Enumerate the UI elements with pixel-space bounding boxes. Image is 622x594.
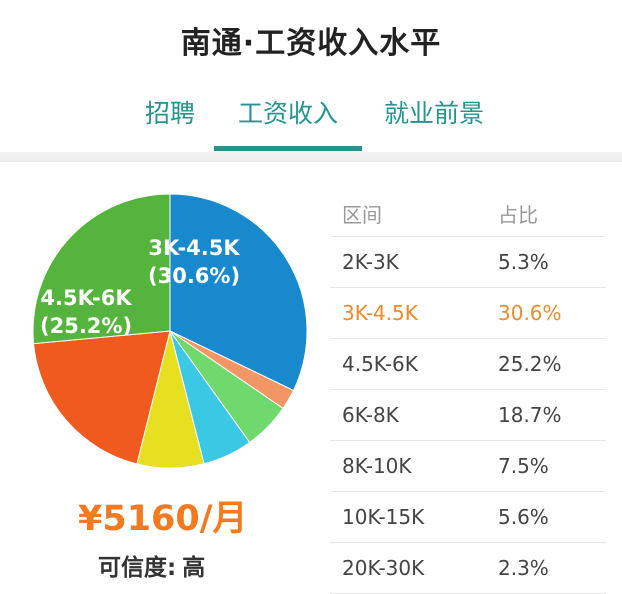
row-share: 25.2% — [498, 352, 562, 376]
tab-employment-prospects[interactable]: 就业前景 — [383, 99, 484, 128]
tab-bar: 招聘 工资收入 就业前景 — [0, 90, 622, 152]
row-range: 2K-3K — [342, 250, 399, 274]
row-range: 6K-8K — [342, 403, 399, 427]
column-header-share: 占比 — [498, 203, 538, 227]
pie-slice-4.5k-6k — [32, 193, 171, 345]
pie-chart-svg — [32, 193, 308, 469]
tab-recruitment[interactable]: 招聘 — [144, 99, 195, 128]
column-header-range: 区间 — [342, 203, 382, 227]
row-share: 5.6% — [498, 505, 549, 529]
page-title: 南通·工资收入水平 — [180, 26, 442, 61]
row-share: 5.3% — [498, 250, 549, 274]
table-row: 20K-30K 2.3% — [330, 543, 606, 594]
row-range: 8K-10K — [342, 454, 412, 478]
pie-label-4.5k-6k-share: (25.2%) — [40, 314, 133, 338]
table-header: 区间 占比 — [330, 186, 606, 237]
pie-slice-3k-4.5k — [169, 193, 308, 392]
average-salary: ¥5160/月 — [78, 499, 248, 539]
row-range: 4.5K-6K — [342, 352, 418, 376]
row-share: 7.5% — [498, 454, 549, 478]
row-range: 3K-4.5K — [342, 301, 418, 325]
row-share: 30.6% — [498, 301, 562, 325]
row-share: 18.7% — [498, 403, 562, 427]
table-row: 8K-10K 7.5% — [330, 441, 606, 492]
tab-salary-income[interactable]: 工资收入 — [237, 99, 338, 128]
credibility: 可信度: 高 — [98, 548, 205, 582]
table-row: 3K-4.5K 30.6% — [330, 288, 606, 339]
row-range: 10K-15K — [342, 505, 425, 529]
row-range: 20K-30K — [342, 556, 425, 580]
pie-label-4.5k-6k-range: 4.5K-6K — [40, 286, 132, 310]
salary-pie-chart: 3K-4.5K (30.6%) 4.5K-6K (25.2%) — [30, 188, 310, 474]
row-share: 2.3% — [498, 556, 549, 580]
table-row: 10K-15K 5.6% — [330, 492, 606, 543]
credibility-value: 高 — [182, 555, 206, 581]
pie-label-4.5k-6k: 4.5K-6K (25.2%) — [40, 284, 132, 340]
table-row: 4.5K-6K 25.2% — [330, 339, 606, 390]
table-row: 6K-8K 18.7% — [330, 390, 606, 441]
salary-distribution-table: 区间 占比 2K-3K 5.3% 3K-4.5K 30.6% 4.5K-6K 2… — [330, 186, 606, 594]
active-tab-indicator — [214, 146, 362, 151]
section-divider — [0, 152, 622, 162]
pie-label-3k-4.5k: 3K-4.5K (30.6%) — [148, 234, 240, 290]
pie-label-3k-4.5k-range: 3K-4.5K — [148, 236, 240, 260]
table-row: 2K-3K 5.3% — [330, 237, 606, 288]
credibility-label: 可信度: — [98, 555, 177, 581]
pie-label-3k-4.5k-share: (30.6%) — [148, 264, 241, 288]
pie-slice-6k-8k — [33, 330, 171, 465]
